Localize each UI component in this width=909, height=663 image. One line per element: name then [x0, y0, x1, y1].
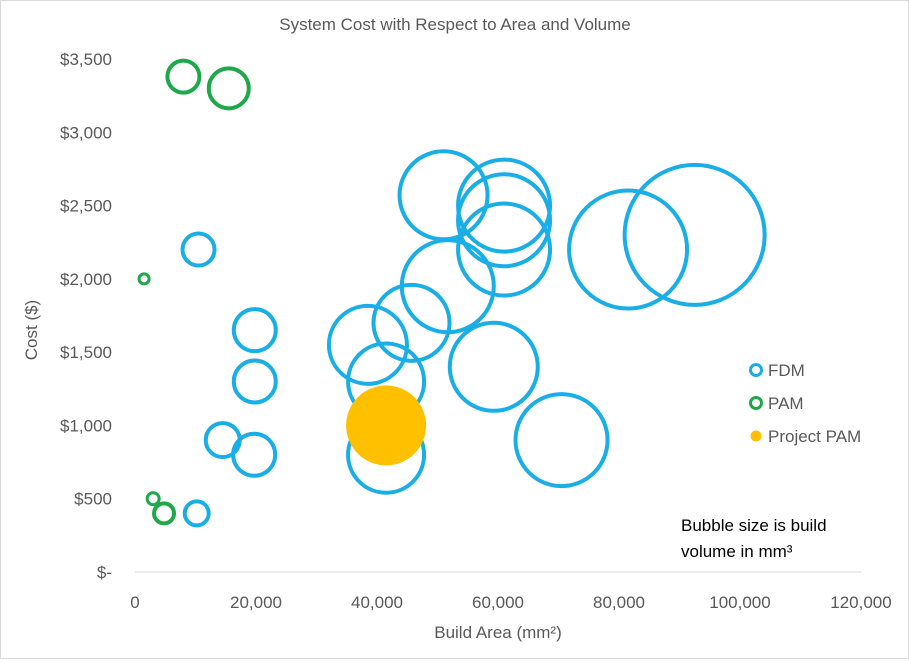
y-tick-label: $3,000 — [60, 123, 112, 142]
y-tick-label: $500 — [74, 490, 112, 509]
fdm-bubble — [326, 303, 409, 386]
x-tick-label: 40,000 — [351, 593, 403, 612]
fdm-bubble — [399, 238, 496, 335]
fdm-bubble — [231, 307, 278, 354]
fdm-bubble — [622, 162, 767, 307]
legend-label-pam: PAM — [768, 394, 804, 413]
legend-label-project-pam: Project PAM — [768, 427, 861, 446]
legend-marker-project-pam — [750, 430, 762, 442]
x-tick-label: 20,000 — [230, 593, 282, 612]
fdm-bubble — [371, 282, 452, 363]
pam-bubble — [152, 501, 177, 526]
x-tick-label: 100,000 — [709, 593, 770, 612]
y-tick-label: $3,500 — [60, 50, 112, 69]
fdm-bubble — [231, 358, 278, 405]
chart-title: System Cost with Respect to Area and Vol… — [279, 15, 631, 34]
fdm-bubble — [456, 201, 553, 298]
pam-bubble — [165, 58, 202, 95]
y-tick-labels: $- $500 $1,000 $1,500 $2,000 $2,500 $3,000 $3,5… — [60, 50, 112, 582]
x-tick-labels: 0 20,000 40,000 60,000 80,000 100,000 120,000 — [130, 593, 891, 612]
y-tick-label: $- — [97, 563, 112, 582]
fdm-bubble — [447, 320, 540, 413]
fdm-bubble — [513, 392, 610, 489]
fdm-bubble — [567, 188, 690, 311]
x-tick-label: 0 — [130, 593, 139, 612]
bubble-size-note-line1: Bubble size is build — [681, 516, 827, 535]
legend-marker-fdm — [749, 363, 763, 377]
fdm-bubble — [180, 231, 217, 268]
y-axis-label: Cost ($) — [22, 300, 41, 360]
fdm-bubble — [456, 172, 553, 269]
pam-bubble — [145, 491, 161, 507]
y-tick-label: $1,500 — [60, 343, 112, 362]
y-tick-label: $2,500 — [60, 197, 112, 216]
fdm-bubble — [231, 431, 278, 478]
bubble-layer — [137, 58, 767, 528]
legend-marker-pam — [749, 396, 763, 410]
legend-label-fdm: FDM — [768, 361, 805, 380]
x-tick-label: 60,000 — [472, 593, 524, 612]
x-tick-label: 120,000 — [830, 593, 891, 612]
x-tick-label: 80,000 — [593, 593, 645, 612]
x-axis-label: Build Area (mm²) — [434, 623, 562, 642]
fdm-bubble — [397, 149, 490, 242]
legend: FDM PAM Project PAM — [749, 361, 861, 446]
y-tick-label: $2,000 — [60, 270, 112, 289]
fdm-bubble — [456, 157, 553, 254]
fdm-bubble — [182, 499, 211, 528]
bubble-size-note-line2: volume in mm³ — [681, 542, 793, 561]
pam-bubble — [206, 66, 251, 111]
project-pam-bubble — [346, 385, 427, 466]
pam-bubble — [137, 272, 151, 286]
y-tick-label: $1,000 — [60, 416, 112, 435]
